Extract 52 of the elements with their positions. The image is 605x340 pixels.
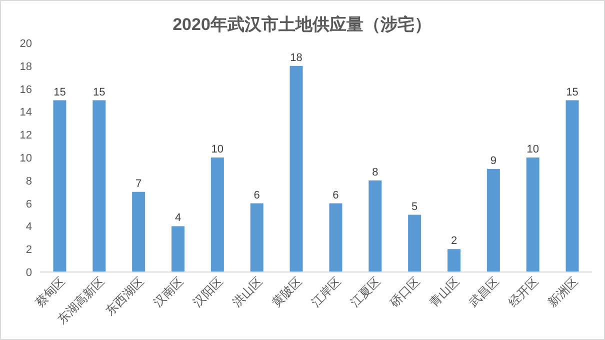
bar: [447, 249, 461, 272]
data-label: 6: [332, 189, 339, 202]
y-tick-label: 20: [20, 38, 32, 50]
x-tick-label: 汉南区: [150, 274, 186, 310]
data-label: 7: [136, 178, 142, 190]
bar: [92, 100, 106, 272]
y-tick-label: 16: [20, 84, 32, 96]
bar: [250, 203, 264, 272]
x-tick-label: 武昌区: [466, 274, 502, 310]
x-tick-label: 经开区: [506, 274, 541, 310]
y-tick-label: 10: [20, 152, 32, 164]
data-label: 18: [290, 52, 302, 64]
x-tick-label: 江夏区: [348, 274, 384, 310]
y-tick-label: 0: [26, 267, 32, 279]
bar: [53, 100, 66, 272]
bar: [329, 203, 342, 272]
data-label: 15: [93, 86, 106, 98]
y-tick-label: 14: [20, 106, 32, 119]
bar: [210, 158, 224, 272]
x-tick-label: 蔡甸区: [32, 274, 68, 310]
bar: [566, 100, 579, 272]
x-tick-label: 硚口区: [386, 274, 423, 310]
y-tick-label: 18: [20, 60, 32, 73]
data-label: 10: [526, 144, 539, 156]
y-tick-label: 8: [26, 175, 32, 188]
bar: [408, 214, 422, 272]
y-tick-label: 12: [20, 130, 32, 142]
data-label: 2: [450, 235, 458, 248]
bar: [171, 226, 185, 272]
data-label: 15: [54, 86, 66, 98]
y-tick-label: 6: [26, 198, 32, 210]
bar: [486, 168, 500, 272]
x-tick-label: 洪山区: [230, 274, 265, 310]
x-tick-label: 新洲区: [545, 274, 580, 310]
x-tick-label: 黄陂区: [269, 274, 304, 310]
x-tick-label: 汉阳区: [190, 274, 226, 310]
data-label: 15: [566, 86, 578, 98]
chart-title: 2020年武汉市土地供应量（涉宅）: [172, 15, 432, 34]
y-tick-label: 4: [26, 221, 32, 234]
data-label: 10: [211, 144, 224, 156]
bar: [526, 158, 540, 272]
data-label: 9: [490, 154, 496, 167]
data-label: 4: [174, 212, 182, 224]
data-label: 6: [254, 189, 260, 202]
bar: [290, 66, 303, 272]
data-label: 8: [372, 166, 378, 178]
bar: [368, 180, 382, 272]
y-tick-label: 2: [26, 244, 32, 256]
x-tick-label: 江岸区: [308, 274, 344, 310]
data-label: 5: [412, 200, 418, 213]
x-tick-label: 青山区: [426, 274, 462, 310]
bar: [132, 192, 146, 272]
